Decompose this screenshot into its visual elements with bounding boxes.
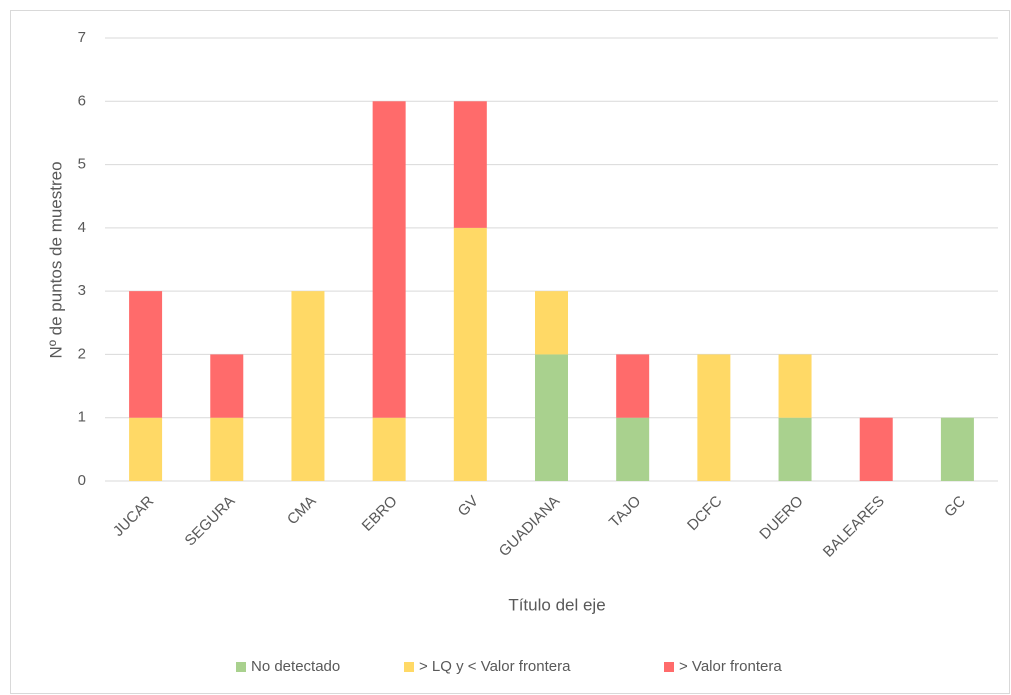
- y-tick-label: 7: [78, 29, 86, 46]
- x-axis-title: Título del eje: [508, 595, 605, 614]
- bar-segment: [453, 101, 487, 228]
- bar-segment: [778, 354, 812, 418]
- y-tick-label: 4: [78, 219, 86, 236]
- bar-segment: [129, 417, 163, 481]
- chart-border: [10, 10, 1010, 694]
- bar-segment: [616, 417, 650, 481]
- bar-segment: [372, 101, 406, 418]
- bar-segment: [535, 291, 568, 355]
- bar-segment: [210, 354, 244, 418]
- y-axis-title: Nº de puntos de muestreo: [46, 161, 65, 358]
- bar-segment: [859, 417, 893, 481]
- legend-swatch: [404, 662, 414, 672]
- legend-label: > LQ y < Valor frontera: [419, 658, 571, 675]
- legend-label: > Valor frontera: [679, 658, 782, 675]
- bar-segment: [210, 417, 244, 481]
- bar-segment: [616, 354, 650, 418]
- legend-swatch: [664, 662, 674, 672]
- y-tick-label: 1: [78, 409, 86, 426]
- y-tick-label: 3: [78, 282, 86, 299]
- bar-segment: [453, 227, 487, 481]
- y-tick-label: 0: [78, 472, 86, 489]
- bar-segment: [940, 417, 974, 481]
- y-tick-label: 5: [78, 156, 86, 173]
- legend-swatch: [236, 662, 246, 672]
- bar-segment: [778, 417, 812, 481]
- y-tick-label: 6: [78, 92, 86, 109]
- bar-segment: [372, 417, 406, 481]
- bar-segment: [697, 354, 731, 481]
- bar-segment: [291, 291, 325, 481]
- bar-segment: [129, 291, 163, 418]
- bar-segment: [535, 354, 568, 481]
- legend-label: No detectado: [251, 658, 340, 675]
- y-tick-label: 2: [78, 345, 86, 362]
